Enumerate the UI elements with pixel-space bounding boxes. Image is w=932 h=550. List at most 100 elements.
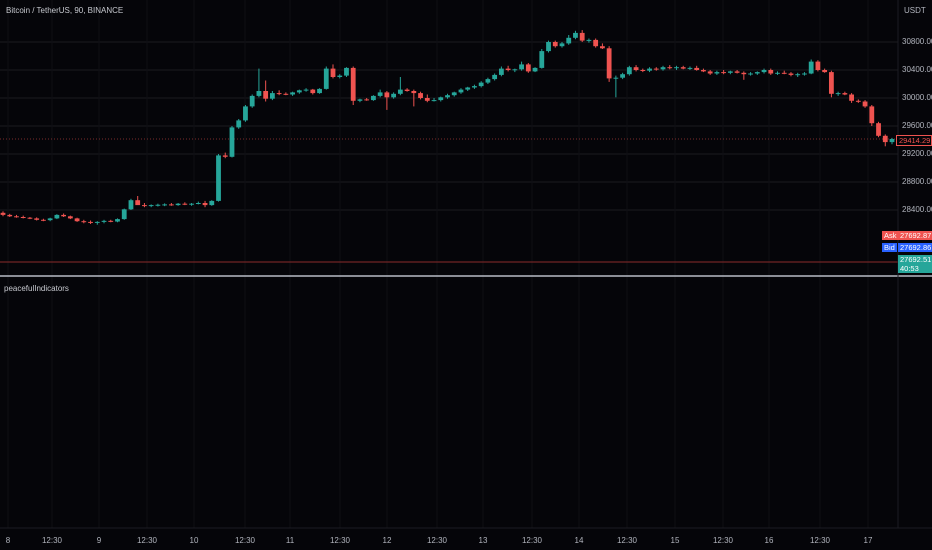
candle-body <box>168 204 174 206</box>
candle-body <box>195 203 201 204</box>
candle-body <box>586 39 592 41</box>
x-tick-label: 11 <box>285 536 295 545</box>
candle-body <box>505 68 511 70</box>
candle-body <box>182 203 188 205</box>
candle-body <box>512 69 518 71</box>
candle-body <box>162 204 168 206</box>
candle-body <box>445 95 450 98</box>
x-tick-label: 15 <box>670 536 680 545</box>
candle-body <box>418 93 423 98</box>
candle-body <box>263 91 269 99</box>
x-tick-label: 12:30 <box>809 536 831 545</box>
candle-body <box>822 70 828 73</box>
candle-body <box>788 73 794 75</box>
y-tick-label: 29200.00 <box>902 149 932 158</box>
candle-body <box>128 200 134 210</box>
candle-body <box>640 70 646 71</box>
y-tick-label: 28800.00 <box>902 177 932 186</box>
candle-body <box>317 88 322 94</box>
x-tick-label: 10 <box>189 536 199 545</box>
y-tick-label: 30400.00 <box>902 65 932 74</box>
candle-body <box>626 67 632 75</box>
candle-body <box>680 67 686 69</box>
candle-body <box>869 106 875 124</box>
x-tick-label: 17 <box>863 536 873 545</box>
candle-body <box>34 218 40 220</box>
candle-body <box>519 64 524 70</box>
x-tick-label: 12:30 <box>136 536 158 545</box>
candle-body <box>424 98 430 101</box>
x-tick-label: 13 <box>478 536 488 545</box>
candle-body <box>276 93 282 95</box>
candle-body <box>828 72 834 94</box>
candle-body <box>546 42 551 52</box>
x-tick-label: 12:30 <box>41 536 63 545</box>
candle-body <box>310 89 316 94</box>
candle-body <box>498 68 504 75</box>
current-price-tag: 27692.51 <box>898 255 932 264</box>
candle-body <box>27 217 33 219</box>
candle-body <box>269 93 275 99</box>
chart-title: Bitcoin / TetherUS, 90, BINANCE <box>6 6 124 15</box>
candle-body <box>175 203 181 206</box>
candle-body <box>344 67 349 76</box>
candle-body <box>384 92 390 98</box>
candle-body <box>47 218 53 221</box>
candle-body <box>485 79 491 83</box>
candle-body <box>815 61 821 70</box>
candle-body <box>202 203 208 206</box>
candle-body <box>54 214 60 219</box>
candle-body <box>142 205 147 207</box>
candle-body <box>88 221 93 223</box>
candle-body <box>357 99 363 101</box>
last-price-tag: 29414.29 <box>896 135 932 146</box>
candle-body <box>337 75 343 77</box>
x-tick-label: 9 <box>96 536 102 545</box>
x-tick-label: 12:30 <box>712 536 734 545</box>
y-tick-label: 30000.00 <box>902 93 932 102</box>
candle-body <box>135 200 141 206</box>
candle-body <box>391 93 397 98</box>
candle-body <box>748 73 753 75</box>
candle-body <box>802 73 807 75</box>
candle-body <box>148 205 154 207</box>
candle-body <box>404 89 410 91</box>
candle-body <box>229 127 235 157</box>
candle-body <box>303 89 309 91</box>
candle-body <box>741 72 747 75</box>
candle-body <box>727 71 733 73</box>
candle-body <box>761 70 767 73</box>
candle-body <box>41 219 46 221</box>
candle-body <box>835 93 841 95</box>
x-tick-label: 12:30 <box>426 536 448 545</box>
candle-body <box>67 216 73 219</box>
candle-body <box>458 89 464 93</box>
candle-body <box>397 89 403 94</box>
candle-body <box>256 91 262 96</box>
candle-body <box>532 67 538 72</box>
candle-body <box>371 95 376 101</box>
candle-body <box>290 92 295 95</box>
candle-body <box>7 214 13 217</box>
candle-body <box>492 74 498 80</box>
candle-body <box>155 204 161 206</box>
candle-body <box>734 71 740 73</box>
ask-label: Ask <box>882 231 899 240</box>
candle-body <box>862 101 868 107</box>
candle-body <box>754 72 760 74</box>
candle-body <box>660 67 666 70</box>
candle-body <box>472 86 477 88</box>
countdown-tag: 40:53 <box>898 264 932 273</box>
candle-body <box>350 67 356 101</box>
bid-label: Bid <box>882 243 897 252</box>
candle-body <box>882 135 888 143</box>
candle-body <box>323 68 329 89</box>
candle-body <box>243 106 248 121</box>
candle-body <box>876 123 881 136</box>
candle-body <box>189 203 194 205</box>
candle-body <box>606 48 612 79</box>
candle-body <box>74 218 80 222</box>
candle-body <box>694 67 700 70</box>
indicator-label[interactable]: peacefulIndicators <box>4 284 69 293</box>
candle-body <box>714 72 720 74</box>
